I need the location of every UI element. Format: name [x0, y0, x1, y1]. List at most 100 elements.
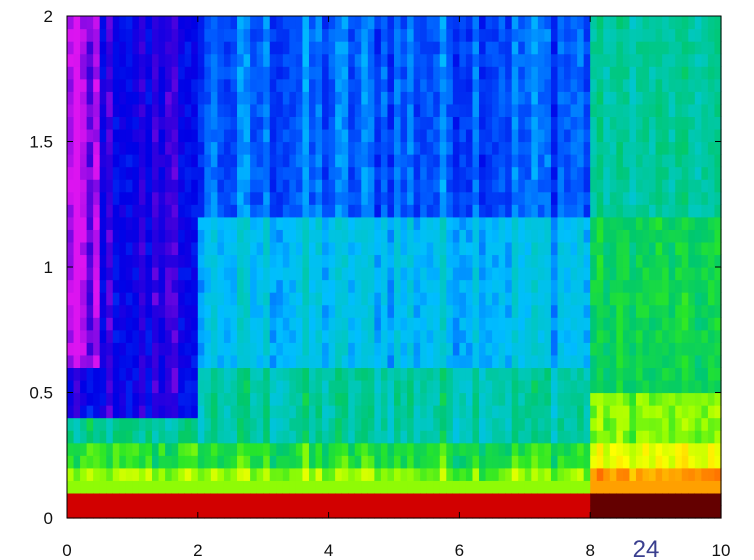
heatmap-cell — [675, 505, 683, 519]
heatmap-cell — [276, 455, 284, 469]
heatmap-cell — [152, 254, 160, 268]
heatmap-cell — [204, 317, 212, 331]
heatmap-cell — [511, 78, 519, 92]
heatmap-cell — [531, 317, 539, 331]
heatmap-cell — [112, 103, 120, 117]
heatmap-cell — [714, 329, 722, 343]
heatmap-cell — [380, 116, 389, 130]
heatmap-cell — [394, 16, 402, 30]
heatmap-cell — [125, 430, 133, 444]
heatmap-cell — [446, 279, 454, 293]
heatmap-cell — [694, 53, 702, 67]
heatmap-cell — [590, 116, 598, 130]
heatmap-cell — [590, 354, 598, 368]
heatmap-cell — [518, 179, 526, 193]
heatmap-cell — [537, 28, 546, 42]
heatmap-cell — [655, 28, 663, 42]
heatmap-cell — [132, 292, 140, 306]
heatmap-cell — [243, 455, 251, 469]
heatmap-cell — [465, 28, 474, 42]
heatmap-cell — [171, 417, 179, 431]
heatmap-cell — [426, 116, 434, 130]
heatmap-cell — [387, 103, 395, 117]
heatmap-cell — [557, 267, 565, 281]
heatmap-cell — [308, 216, 317, 230]
heatmap-cell — [184, 367, 192, 381]
heatmap-cell — [112, 128, 120, 143]
heatmap-cell — [250, 66, 258, 80]
heatmap-cell — [86, 354, 94, 368]
heatmap-cell — [439, 480, 447, 494]
heatmap-cell — [361, 141, 369, 155]
heatmap-cell — [80, 417, 88, 431]
heatmap-cell — [302, 216, 310, 230]
heatmap-cell — [210, 66, 219, 80]
heatmap-cell — [132, 254, 140, 268]
heatmap-cell — [603, 128, 611, 143]
heatmap-cell — [400, 53, 408, 67]
heatmap-cell — [420, 342, 428, 356]
heatmap-cell — [348, 342, 356, 356]
heatmap-cell — [694, 455, 702, 469]
heatmap-cell — [446, 91, 454, 105]
heatmap-cell — [276, 379, 284, 394]
heatmap-cell — [635, 166, 644, 180]
heatmap-cell — [609, 405, 617, 419]
heatmap-cell — [80, 342, 88, 356]
heatmap-cell — [263, 141, 271, 155]
heatmap-cell — [184, 292, 192, 306]
heatmap-cell — [433, 191, 441, 205]
heatmap-cell — [73, 317, 81, 331]
heatmap-cell — [243, 66, 251, 80]
heatmap-cell — [158, 354, 166, 368]
heatmap-cell — [93, 166, 101, 180]
heatmap-cell — [308, 342, 317, 356]
heatmap-cell — [433, 204, 441, 218]
heatmap-cell — [583, 141, 591, 155]
heatmap-cell — [387, 128, 395, 143]
heatmap-cell — [387, 467, 395, 481]
heatmap-cell — [407, 166, 415, 180]
heatmap-cell — [629, 254, 637, 268]
heatmap-cell — [348, 254, 356, 268]
heatmap-cell — [603, 229, 611, 243]
heatmap-cell — [707, 28, 716, 42]
heatmap-cell — [550, 342, 559, 356]
heatmap-cell — [256, 103, 264, 117]
heatmap-cell — [217, 128, 225, 143]
heatmap-cell — [459, 116, 467, 130]
heatmap-cell — [420, 254, 428, 268]
heatmap-cell — [531, 279, 539, 293]
heatmap-cell — [590, 267, 598, 281]
heatmap-cell — [531, 329, 539, 343]
heatmap-cell — [335, 16, 343, 30]
heatmap-cell — [472, 28, 480, 42]
heatmap-cell — [714, 91, 722, 105]
heatmap-cell — [315, 103, 323, 117]
heatmap-cell — [564, 116, 572, 130]
heatmap-cell — [67, 78, 75, 92]
heatmap-cell — [315, 292, 323, 306]
heatmap-cell — [518, 367, 526, 381]
heatmap-cell — [256, 279, 264, 293]
heatmap-cell — [472, 204, 480, 218]
heatmap-cell — [276, 229, 284, 243]
heatmap-cell — [459, 78, 467, 92]
heatmap-cell — [93, 505, 101, 519]
heatmap-cell — [158, 179, 166, 193]
heatmap-cell — [465, 430, 474, 444]
heatmap-cell — [335, 141, 343, 155]
heatmap-cell — [511, 28, 519, 42]
heatmap-cell — [472, 216, 480, 230]
heatmap-cell — [112, 78, 120, 92]
x-tick-label: 0 — [62, 541, 71, 560]
heatmap-cell — [655, 279, 663, 293]
heatmap-cell — [73, 342, 81, 356]
heatmap-cell — [498, 53, 506, 67]
heatmap-cell — [256, 116, 264, 130]
heatmap-cell — [394, 279, 402, 293]
heatmap-cell — [407, 116, 415, 130]
heatmap-cell — [550, 66, 559, 80]
heatmap-cell — [622, 91, 631, 105]
heatmap-cell — [295, 216, 304, 230]
